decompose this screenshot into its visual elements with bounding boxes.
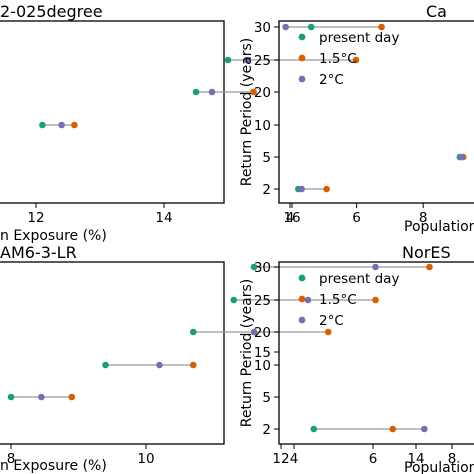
x-tick-label: 8 — [448, 451, 457, 467]
axis-ticks: 46810251015202530 — [254, 260, 457, 467]
y-tick-label: 30 — [254, 20, 271, 36]
panel-title: 2-025degree — [0, 2, 103, 21]
y-tick-label: 25 — [254, 53, 271, 69]
point-present-day — [224, 56, 232, 64]
point-2c — [298, 185, 305, 193]
point-2c — [304, 296, 312, 304]
point-2c — [243, 56, 251, 64]
plot-frame — [278, 261, 474, 445]
y-axis-label: Return Period (years) — [239, 38, 255, 186]
y-tick-label: 30 — [254, 260, 271, 276]
x-tick-label: 8 — [7, 451, 16, 467]
point-1-5c — [426, 263, 433, 271]
x-tick-label: 16 — [283, 210, 300, 226]
point-1-5c — [324, 328, 332, 336]
x-tick-label: 4 — [290, 451, 299, 467]
data-marks — [310, 425, 428, 433]
x-ticks: 12 14 16 — [27, 203, 301, 226]
point-present-day — [7, 393, 15, 401]
legend: present day 1.5°C 2°C — [298, 30, 399, 88]
y-tick-label: 5 — [262, 390, 271, 406]
plot-frame — [0, 261, 225, 445]
legend-marker — [298, 274, 306, 282]
point-1-5c — [250, 88, 257, 96]
point-2c — [421, 425, 428, 433]
point-1-5c — [68, 393, 76, 401]
point-2c — [458, 153, 465, 161]
legend-label: 1.5°C — [319, 292, 357, 308]
point-1-5c — [372, 296, 379, 304]
y-tick-label: 20 — [254, 85, 271, 101]
legend-marker — [298, 54, 306, 62]
y-tick-label: 20 — [254, 325, 271, 341]
y-tick-label: 10 — [254, 118, 271, 134]
y-tick-label: 10 — [254, 358, 271, 374]
plot-frame — [278, 20, 474, 204]
point-1-5c — [378, 23, 385, 31]
point-1-5c — [71, 121, 78, 129]
panel-title: Ca — [426, 2, 447, 21]
y-tick-label: 5 — [262, 150, 271, 166]
point-present-day — [250, 263, 258, 271]
x-axis-label: Population — [404, 460, 474, 474]
point-1-5c — [189, 361, 197, 369]
y-tick-label: 25 — [254, 293, 271, 309]
x-tick-label: 4 — [286, 210, 295, 226]
point-present-day — [192, 88, 200, 96]
x-tick-label: 12 — [27, 210, 44, 226]
data-marks — [39, 23, 385, 129]
point-present-day — [230, 296, 238, 304]
legend-marker — [298, 316, 306, 324]
legend-marker — [298, 33, 306, 41]
point-present-day — [102, 361, 109, 369]
point-2c — [372, 263, 379, 271]
point-1-5c — [389, 425, 397, 433]
legend: present day 1.5°C 2°C — [298, 271, 399, 329]
x-tick-label: 8 — [419, 210, 428, 226]
x-tick-label: 6 — [352, 210, 361, 226]
legend-label: 1.5°C — [319, 51, 357, 67]
x-tick-label: 12 — [272, 451, 289, 467]
x-tick-label: 14 — [155, 210, 172, 226]
y-tick-label: 15 — [254, 345, 271, 361]
point-2c — [250, 328, 258, 336]
x-tick-label: 6 — [369, 451, 378, 467]
point-2c — [58, 121, 65, 129]
x-tick-label: 10 — [137, 451, 154, 467]
y-tick-label: 2 — [262, 182, 271, 198]
legend-marker — [298, 75, 306, 83]
legend-label: 2°C — [319, 72, 344, 88]
panel-title: AM6-3-LR — [0, 243, 77, 262]
x-axis-label: Population — [404, 219, 474, 235]
panel-top-left: 2-025degree 12 14 16 n Exposure (%) — [0, 2, 385, 244]
panel-bottom-left: AM6-3-LR 8 10 12 14 n Exposure (%) — [0, 243, 433, 474]
panel-bottom-right: NorES 46810251015202530 Population Retur… — [239, 243, 474, 474]
point-present-day — [310, 425, 318, 433]
point-2c — [156, 361, 163, 369]
point-2c — [208, 88, 216, 96]
plot-frame — [0, 20, 225, 204]
y-tick-label: 2 — [262, 422, 271, 438]
panel-title: NorES — [402, 243, 451, 262]
x-tick-label: 14 — [407, 451, 424, 467]
point-present-day — [307, 23, 315, 31]
point-1-5c — [352, 56, 360, 64]
legend-marker — [298, 295, 306, 303]
point-2c — [38, 393, 45, 401]
x-axis-label: n Exposure (%) — [0, 458, 107, 474]
y-axis-label: Return Period (years) — [239, 279, 255, 427]
legend-label: 2°C — [319, 313, 344, 329]
point-present-day — [39, 121, 46, 129]
point-2c — [282, 23, 289, 31]
point-1-5c — [323, 185, 330, 193]
x-ticks: 8 10 12 14 — [7, 444, 425, 467]
point-present-day — [189, 328, 197, 336]
data-marks — [295, 153, 467, 193]
legend-label: present day — [319, 30, 399, 46]
x-axis-label: n Exposure (%) — [0, 228, 107, 244]
legend-label: present day — [319, 271, 399, 287]
